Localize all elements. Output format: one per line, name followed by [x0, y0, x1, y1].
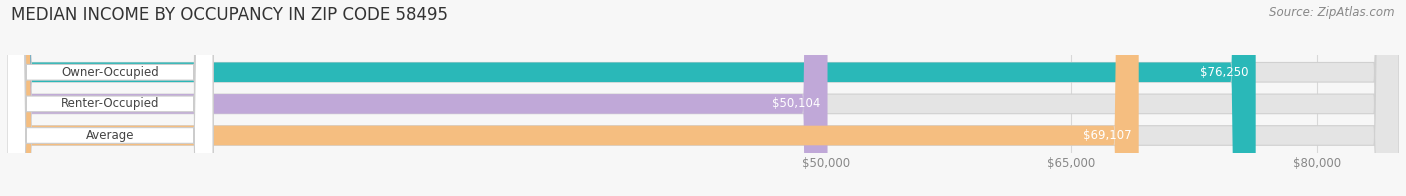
Text: $76,250: $76,250	[1201, 66, 1249, 79]
FancyBboxPatch shape	[7, 0, 1399, 196]
FancyBboxPatch shape	[7, 0, 1399, 196]
FancyBboxPatch shape	[7, 0, 214, 196]
FancyBboxPatch shape	[7, 0, 214, 196]
FancyBboxPatch shape	[7, 0, 1139, 196]
FancyBboxPatch shape	[7, 0, 828, 196]
Text: $50,104: $50,104	[772, 97, 821, 110]
Text: $69,107: $69,107	[1083, 129, 1132, 142]
Text: Average: Average	[86, 129, 135, 142]
Text: MEDIAN INCOME BY OCCUPANCY IN ZIP CODE 58495: MEDIAN INCOME BY OCCUPANCY IN ZIP CODE 5…	[11, 6, 449, 24]
Text: Owner-Occupied: Owner-Occupied	[60, 66, 159, 79]
FancyBboxPatch shape	[7, 0, 214, 196]
FancyBboxPatch shape	[7, 0, 1399, 196]
FancyBboxPatch shape	[7, 0, 1256, 196]
Text: Source: ZipAtlas.com: Source: ZipAtlas.com	[1270, 6, 1395, 19]
Text: Renter-Occupied: Renter-Occupied	[60, 97, 159, 110]
